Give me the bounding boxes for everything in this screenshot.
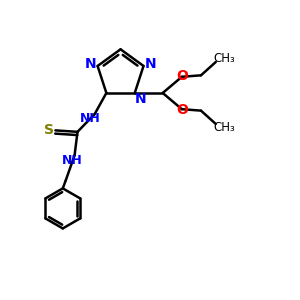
Text: O: O — [176, 69, 188, 83]
Text: N: N — [85, 57, 96, 71]
Text: N: N — [135, 92, 146, 106]
Text: CH₃: CH₃ — [213, 52, 235, 65]
Text: O: O — [176, 103, 188, 117]
Text: N: N — [145, 57, 156, 71]
Text: CH₃: CH₃ — [213, 121, 235, 134]
Text: NH: NH — [80, 112, 101, 125]
Text: NH: NH — [62, 154, 82, 166]
Text: S: S — [44, 123, 54, 137]
